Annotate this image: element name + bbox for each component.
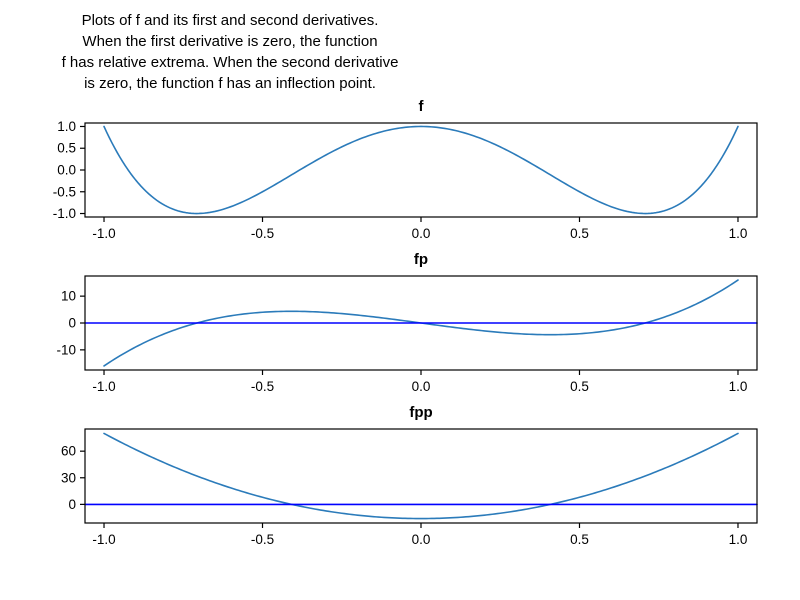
x-tick-label: 0.0 <box>412 226 431 241</box>
y-tick-label: 60 <box>61 444 76 459</box>
x-tick-label: -0.5 <box>251 226 274 241</box>
x-tick-label: 0.0 <box>412 532 431 547</box>
x-tick-label: 1.0 <box>729 226 748 241</box>
panel-title-fpp: fpp <box>409 404 433 421</box>
x-tick-label: 0.5 <box>570 226 589 241</box>
y-tick-label: 0.0 <box>57 163 76 178</box>
plot-svg-fpp: -1.0 -0.5 0.0 0.5 1.0 0 30 60 <box>61 428 758 547</box>
panel-fp: fp -1.0 -0.5 0.0 0.5 1.0 -10 0 10 <box>0 251 800 400</box>
caption-line-1: Plots of f and its first and second deri… <box>81 12 379 29</box>
plot-box <box>84 428 758 524</box>
fpp-curve <box>103 432 739 520</box>
plot-svg-f: -1.0 -0.5 0.0 0.5 1.0 -1.0 -0.5 0.0 0.5 1.0 <box>53 119 758 241</box>
x-tick-label: -0.5 <box>251 532 274 547</box>
panel-title-f: f <box>418 98 424 115</box>
x-tick-label: 0.5 <box>570 532 589 547</box>
panel-fpp: fpp -1.0 -0.5 0.0 0.5 1.0 0 30 60 <box>0 404 800 553</box>
x-tick-label: -1.0 <box>92 379 115 394</box>
x-tick-label: 0.5 <box>570 379 589 394</box>
y-tick-label: -10 <box>56 342 76 357</box>
y-tick-label: 1.0 <box>57 119 76 134</box>
x-tick-label: -0.5 <box>251 379 274 394</box>
f-curve <box>103 125 739 215</box>
y-tick-label: 0.5 <box>57 141 76 156</box>
panel-title-fp: fp <box>413 251 429 268</box>
panel-f: f -1.0 -0.5 0.0 0.5 1.0 -1.0 -0.5 0.0 0.5 1.0 <box>0 98 800 247</box>
caption-line-2: When the first derivative is zero, the f… <box>82 33 378 50</box>
figure-caption: Plots of f and its first and second deri… <box>8 10 452 94</box>
caption-line-3: f has relative extrema. When the second … <box>61 54 399 71</box>
x-tick-label: 1.0 <box>729 532 748 547</box>
y-tick-label: 0 <box>68 316 76 331</box>
plot-svg-fp: -1.0 -0.5 0.0 0.5 1.0 -10 0 10 <box>56 275 758 394</box>
y-tick-label: 0 <box>68 497 76 512</box>
y-tick-label: 10 <box>61 289 76 304</box>
y-tick-label: -0.5 <box>53 184 76 199</box>
x-tick-label: -1.0 <box>92 532 115 547</box>
y-tick-label: -1.0 <box>53 206 76 221</box>
plot-box <box>84 122 758 218</box>
x-tick-label: 1.0 <box>729 379 748 394</box>
x-tick-label: 0.0 <box>412 379 431 394</box>
caption-line-4: is zero, the function f has an inflectio… <box>84 75 376 92</box>
y-tick-label: 30 <box>61 470 76 485</box>
x-tick-label: -1.0 <box>92 226 115 241</box>
